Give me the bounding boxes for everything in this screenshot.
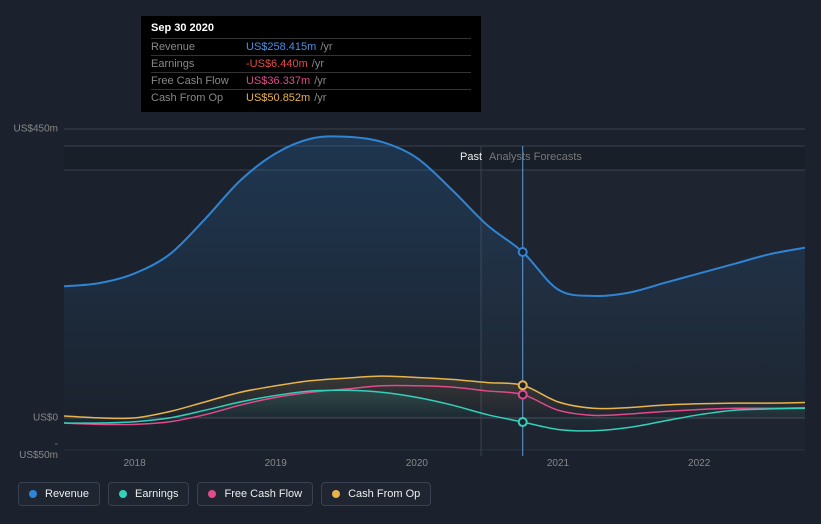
- legend-item-cash-from-op[interactable]: Cash From Op: [321, 482, 431, 506]
- tooltip-row-label: Earnings: [151, 58, 246, 70]
- tooltip-rows: RevenueUS$258.415m/yrEarnings-US$6.440m/…: [151, 38, 471, 106]
- x-tick-label: 2018: [123, 458, 145, 469]
- legend: Revenue Earnings Free Cash Flow Cash From O…: [18, 482, 431, 506]
- x-tick-label: 2020: [406, 458, 428, 469]
- legend-item-label: Earnings: [135, 488, 178, 500]
- tooltip-row-unit: /yr: [314, 92, 326, 104]
- tooltip-row-label: Revenue: [151, 41, 246, 53]
- tooltip-row-unit: /yr: [312, 58, 324, 70]
- y-tick-label: US$0: [33, 412, 62, 423]
- legend-item-label: Cash From Op: [348, 488, 420, 500]
- chart-tooltip: Sep 30 2020 RevenueUS$258.415m/yrEarning…: [141, 16, 481, 112]
- tooltip-row: Free Cash FlowUS$36.337m/yr: [151, 72, 471, 89]
- section-past-label: Past: [460, 151, 482, 163]
- x-tick-label: 2022: [688, 458, 710, 469]
- tooltip-row-unit: /yr: [314, 75, 326, 87]
- tooltip-row-value: US$50.852m: [246, 92, 310, 104]
- legend-item-free-cash-flow[interactable]: Free Cash Flow: [197, 482, 313, 506]
- tooltip-row-unit: /yr: [320, 41, 332, 53]
- tooltip-row: Cash From OpUS$50.852m/yr: [151, 89, 471, 106]
- x-tick-label: 2019: [265, 458, 287, 469]
- legend-dot-icon: [208, 490, 216, 498]
- chart-container: Sep 30 2020 RevenueUS$258.415m/yrEarning…: [16, 16, 805, 508]
- x-tick-label: 2021: [547, 458, 569, 469]
- section-forecast-label: Analysts Forecasts: [489, 151, 582, 163]
- tooltip-row-value: US$36.337m: [246, 75, 310, 87]
- tooltip-row: RevenueUS$258.415m/yr: [151, 38, 471, 55]
- legend-dot-icon: [29, 490, 37, 498]
- legend-item-label: Revenue: [45, 488, 89, 500]
- tooltip-row: Earnings-US$6.440m/yr: [151, 55, 471, 72]
- tooltip-row-value: -US$6.440m: [246, 58, 308, 70]
- y-tick-label: -US$50m: [16, 439, 62, 461]
- legend-item-earnings[interactable]: Earnings: [108, 482, 189, 506]
- tooltip-row-label: Cash From Op: [151, 92, 246, 104]
- y-tick-label: US$450m: [14, 124, 62, 135]
- legend-item-label: Free Cash Flow: [224, 488, 302, 500]
- tooltip-row-label: Free Cash Flow: [151, 75, 246, 87]
- tooltip-date: Sep 30 2020: [151, 22, 471, 38]
- legend-dot-icon: [119, 490, 127, 498]
- tooltip-row-value: US$258.415m: [246, 41, 316, 53]
- legend-item-revenue[interactable]: Revenue: [18, 482, 100, 506]
- legend-dot-icon: [332, 490, 340, 498]
